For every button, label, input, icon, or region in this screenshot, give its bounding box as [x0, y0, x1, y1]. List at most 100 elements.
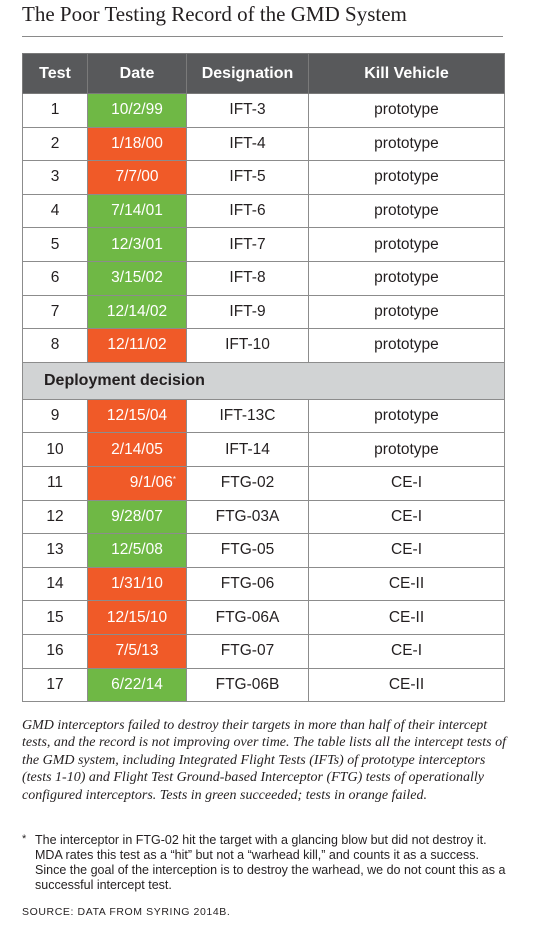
cell-kill-vehicle: prototype — [308, 398, 505, 434]
cell-designation: IFT-7 — [186, 227, 309, 262]
cell-date: 2/14/05 — [87, 432, 187, 467]
cell-date: 7/7/00 — [87, 160, 187, 195]
cell-test-number: 5 — [22, 227, 88, 262]
cell-test-number: 9 — [22, 398, 88, 434]
cell-kill-vehicle: prototype — [308, 260, 505, 296]
table-header-row: Test Date Designation Kill Vehicle — [22, 53, 505, 94]
section-label: Deployment decision — [22, 361, 505, 400]
date-text: 9/1/06 — [129, 474, 173, 492]
cell-date: 7/14/01 — [87, 193, 187, 229]
cell-designation: IFT-8 — [186, 260, 309, 296]
source-note: SOURCE: DATA FROM SYRING 2014B. — [22, 906, 231, 918]
table-row: 4 7/14/01 IFT-6 prototype — [22, 193, 505, 229]
table-row: 8 12/11/02 IFT-10 prototype — [22, 328, 505, 363]
table-row: 11 9/1/06* FTG-02 CE-I — [22, 465, 505, 501]
cell-date: 12/3/01 — [87, 227, 187, 262]
footnote-marker: * — [22, 833, 27, 845]
cell-kill-vehicle: CE-II — [308, 600, 505, 635]
cell-test-number: 15 — [22, 600, 88, 635]
cell-designation: IFT-9 — [186, 294, 309, 330]
cell-kill-vehicle: prototype — [308, 126, 505, 162]
cell-date: 9/28/07 — [87, 499, 187, 535]
table-row: 13 12/5/08 FTG-05 CE-I — [22, 533, 505, 568]
table-row: 10 2/14/05 IFT-14 prototype — [22, 432, 505, 467]
table-row: 2 1/18/00 IFT-4 prototype — [22, 126, 505, 162]
cell-kill-vehicle: CE-II — [308, 566, 505, 602]
footnote-reference: * — [172, 475, 176, 485]
cell-test-number: 17 — [22, 667, 88, 703]
cell-date: 6/22/14 — [87, 667, 187, 703]
table-row: 15 12/15/10 FTG-06A CE-II — [22, 600, 505, 635]
cell-designation: FTG-05 — [186, 533, 309, 568]
table-row: 7 12/14/02 IFT-9 prototype — [22, 294, 505, 330]
cell-designation: IFT-13C — [186, 398, 309, 434]
cell-date: 1/31/10 — [87, 566, 187, 602]
cell-designation: IFT-14 — [186, 432, 309, 467]
cell-date: 3/15/02 — [87, 260, 187, 296]
footnote: * The interceptor in FTG-02 hit the targ… — [22, 833, 512, 893]
header-designation: Designation — [186, 53, 309, 94]
cell-designation: FTG-06B — [186, 667, 309, 703]
cell-test-number: 1 — [22, 93, 88, 128]
cell-test-number: 6 — [22, 260, 88, 296]
tests-after-deployment: 9 12/15/04 IFT-13C prototype 10 2/14/05 IFT-14… — [22, 398, 505, 703]
cell-designation: IFT-4 — [186, 126, 309, 162]
table-row: 12 9/28/07 FTG-03A CE-I — [22, 499, 505, 535]
cell-test-number: 12 — [22, 499, 88, 535]
cell-designation: IFT-5 — [186, 160, 309, 195]
table-row: 17 6/22/14 FTG-06B CE-II — [22, 667, 505, 703]
header-kill-vehicle: Kill Vehicle — [308, 53, 505, 94]
cell-test-number: 16 — [22, 633, 88, 669]
testing-record-table: Test Date Designation Kill Vehicle 1 10/2… — [22, 53, 505, 703]
table-row: 3 7/7/00 IFT-5 prototype — [22, 160, 505, 195]
cell-kill-vehicle: CE-I — [308, 533, 505, 568]
cell-test-number: 8 — [22, 328, 88, 363]
cell-designation: FTG-07 — [186, 633, 309, 669]
table-row: 1 10/2/99 IFT-3 prototype — [22, 93, 505, 128]
cell-kill-vehicle: prototype — [308, 193, 505, 229]
cell-kill-vehicle: prototype — [308, 432, 505, 467]
table-row: 6 3/15/02 IFT-8 prototype — [22, 260, 505, 296]
cell-designation: FTG-06 — [186, 566, 309, 602]
table-caption: GMD interceptors failed to destroy their… — [22, 718, 506, 803]
cell-kill-vehicle: prototype — [308, 227, 505, 262]
cell-kill-vehicle: prototype — [308, 93, 505, 128]
page-title: The Poor Testing Record of the GMD Syste… — [22, 2, 407, 26]
table-row: 5 12/3/01 IFT-7 prototype — [22, 227, 505, 262]
cell-test-number: 7 — [22, 294, 88, 330]
section-row: Deployment decision — [22, 361, 505, 400]
cell-kill-vehicle: CE-II — [308, 667, 505, 703]
cell-designation: IFT-3 — [186, 93, 309, 128]
cell-date: 10/2/99 — [87, 93, 187, 128]
cell-designation: FTG-06A — [186, 600, 309, 635]
footnote-text: The interceptor in FTG-02 hit the target… — [35, 833, 506, 892]
cell-date: 12/14/02 — [87, 294, 187, 330]
cell-designation: IFT-10 — [186, 328, 309, 363]
cell-test-number: 10 — [22, 432, 88, 467]
cell-date: 12/15/10 — [87, 600, 187, 635]
cell-date: 9/1/06* — [87, 465, 187, 501]
cell-kill-vehicle: CE-I — [308, 465, 505, 501]
cell-designation: IFT-6 — [186, 193, 309, 229]
cell-test-number: 3 — [22, 160, 88, 195]
table-row: 16 7/5/13 FTG-07 CE-I — [22, 633, 505, 669]
cell-test-number: 11 — [22, 465, 88, 501]
header-test: Test — [22, 53, 88, 94]
cell-date: 12/11/02 — [87, 328, 187, 363]
cell-test-number: 13 — [22, 533, 88, 568]
table-row: 14 1/31/10 FTG-06 CE-II — [22, 566, 505, 602]
table-row: 9 12/15/04 IFT-13C prototype — [22, 398, 505, 434]
cell-date: 1/18/00 — [87, 126, 187, 162]
cell-kill-vehicle: prototype — [308, 294, 505, 330]
cell-designation: FTG-02 — [186, 465, 309, 501]
cell-date: 12/5/08 — [87, 533, 187, 568]
tests-before-deployment: 1 10/2/99 IFT-3 prototype 2 1/18/00 IFT-4 proto… — [22, 93, 505, 363]
cell-kill-vehicle: CE-I — [308, 633, 505, 669]
cell-kill-vehicle: prototype — [308, 160, 505, 195]
cell-test-number: 4 — [22, 193, 88, 229]
cell-kill-vehicle: prototype — [308, 328, 505, 363]
cell-kill-vehicle: CE-I — [308, 499, 505, 535]
cell-designation: FTG-03A — [186, 499, 309, 535]
title-divider — [22, 36, 503, 37]
cell-date: 7/5/13 — [87, 633, 187, 669]
